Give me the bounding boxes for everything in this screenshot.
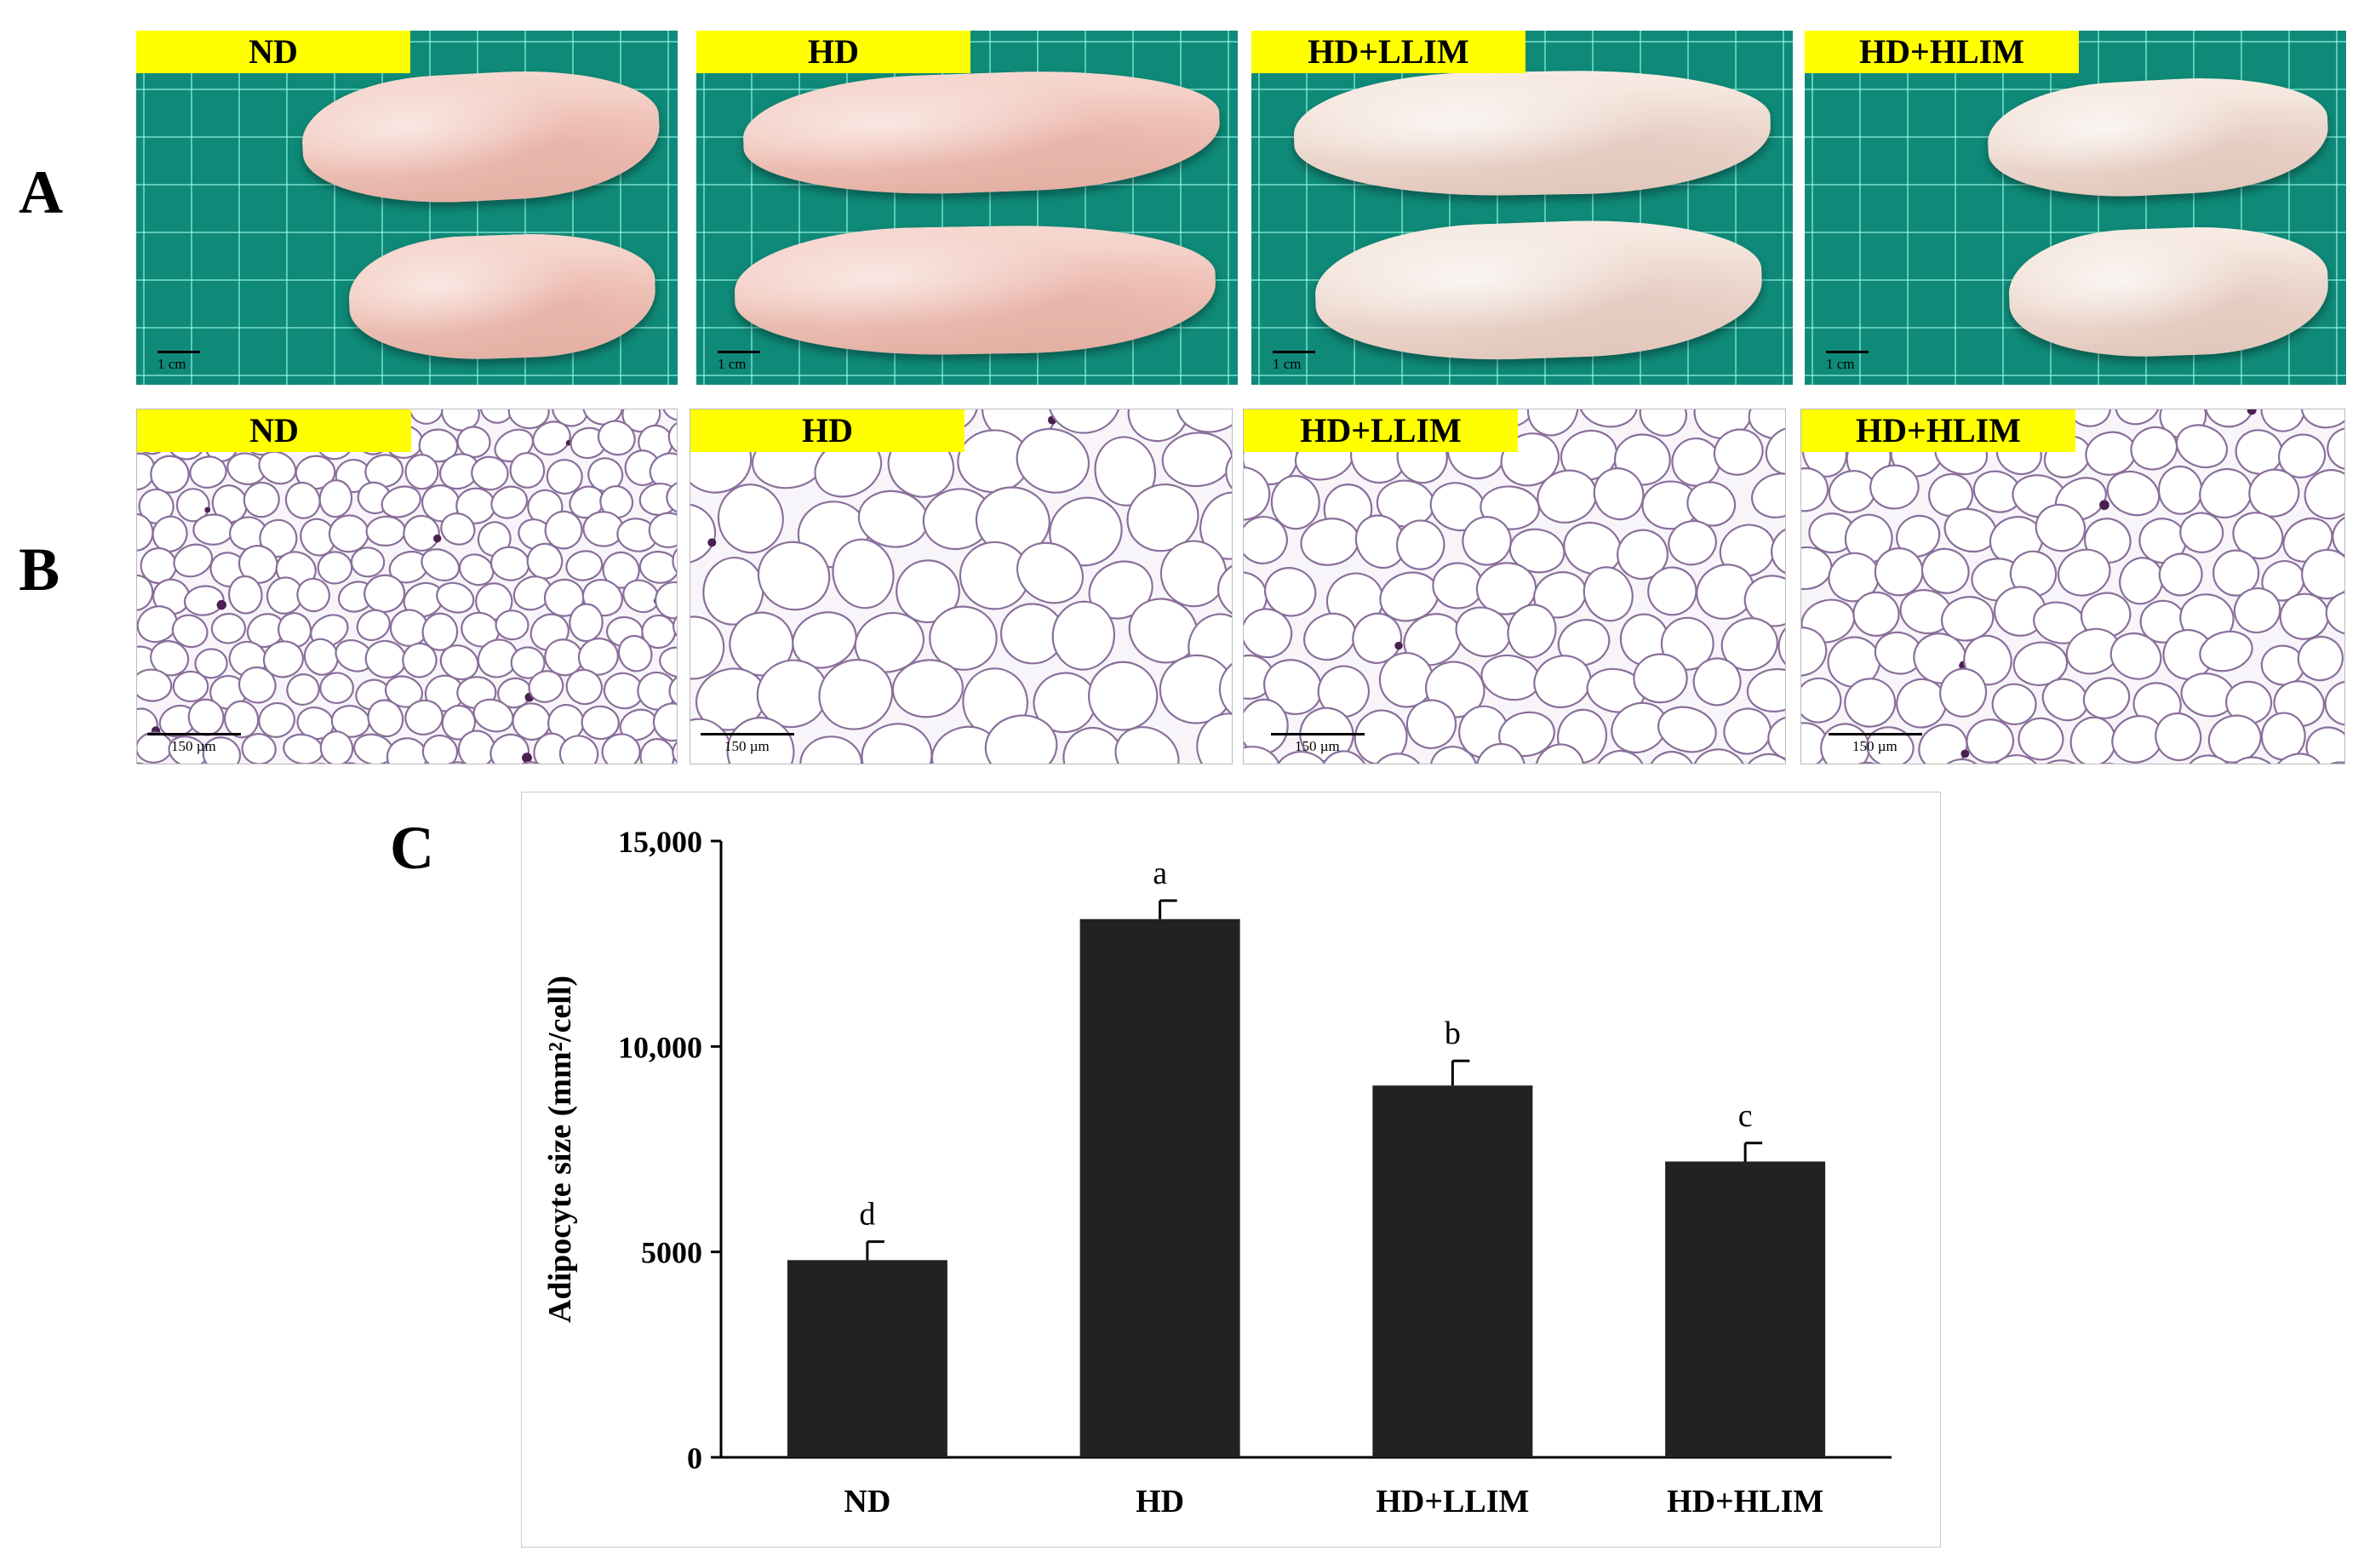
y-tick-label: 10,000 xyxy=(618,1030,702,1064)
x-tick-label: ND xyxy=(844,1484,890,1519)
significance-letter: b xyxy=(1445,1016,1461,1051)
group-label: ND xyxy=(137,409,411,452)
x-tick-label: HD+HLIM xyxy=(1667,1484,1823,1519)
panel-letter-c: C xyxy=(390,814,434,882)
bar xyxy=(1665,1161,1826,1457)
significance-letter: c xyxy=(1738,1098,1753,1134)
y-axis-label: Adipocyte size (mm²/cell) xyxy=(542,976,578,1323)
scale-bar: 1 cm xyxy=(1273,351,1315,373)
scale-bar: 150 µm xyxy=(701,733,794,755)
bar xyxy=(1372,1085,1533,1457)
tissue-sample xyxy=(741,65,1222,201)
tissue-sample xyxy=(1292,67,1772,199)
bar xyxy=(787,1260,947,1457)
photo-nd: ND 1 cm xyxy=(136,31,678,385)
histology-hd: HD 150 µm xyxy=(690,409,1233,764)
group-label: HD+HLIM xyxy=(1801,409,2075,452)
x-tick-label: HD+LLIM xyxy=(1376,1484,1529,1519)
scale-bar: 1 cm xyxy=(718,351,760,373)
histology-hd-llim: HD+LLIM 150 µm xyxy=(1243,409,1786,764)
y-tick-label: 5000 xyxy=(641,1236,702,1270)
x-tick-label: HD xyxy=(1136,1484,1184,1519)
adipocyte-cells xyxy=(1244,409,1785,764)
significance-letter: d xyxy=(859,1197,875,1233)
tissue-sample xyxy=(1984,71,2332,204)
tissue-sample xyxy=(346,229,658,364)
histology-hd-hlim: HD+HLIM 150 µm xyxy=(1800,409,2345,764)
scale-bar: 150 µm xyxy=(1829,733,1922,755)
tissue-sample xyxy=(733,222,1217,358)
group-label: HD xyxy=(696,31,970,73)
photo-hd: HD 1 cm xyxy=(696,31,1238,385)
y-tick-label: 15,000 xyxy=(618,825,702,859)
panel-letter-a: A xyxy=(19,158,63,226)
y-tick-label: 0 xyxy=(687,1441,702,1475)
adipocyte-cells xyxy=(137,409,677,764)
scale-bar: 150 µm xyxy=(147,733,241,755)
scale-bar: 1 cm xyxy=(157,351,200,373)
histology-nd: ND 150 µm xyxy=(136,409,678,764)
bar-chart: 0 5000 10,000 15,000 Adipocyte size (mm²/cel… xyxy=(542,825,1892,1519)
tissue-sample xyxy=(299,64,663,210)
bar xyxy=(1079,918,1240,1457)
tissue-sample xyxy=(1313,214,1765,367)
adipocyte-cells xyxy=(1801,409,2344,764)
group-label: HD+LLIM xyxy=(1251,31,1525,73)
significance-letter: a xyxy=(1153,856,1167,891)
scale-bar: 1 cm xyxy=(1826,351,1869,373)
panel-letter-b: B xyxy=(19,535,60,604)
photo-hd-hlim: HD+HLIM 1 cm xyxy=(1805,31,2346,385)
tissue-sample xyxy=(2006,222,2331,362)
scale-bar: 150 µm xyxy=(1271,733,1365,755)
group-label: HD+HLIM xyxy=(1805,31,2079,73)
adipocyte-cells xyxy=(690,409,1232,764)
photo-hd-llim: HD+LLIM 1 cm xyxy=(1251,31,1793,385)
group-label: HD+LLIM xyxy=(1244,409,1518,452)
group-label: ND xyxy=(136,31,410,73)
group-label: HD xyxy=(690,409,964,452)
